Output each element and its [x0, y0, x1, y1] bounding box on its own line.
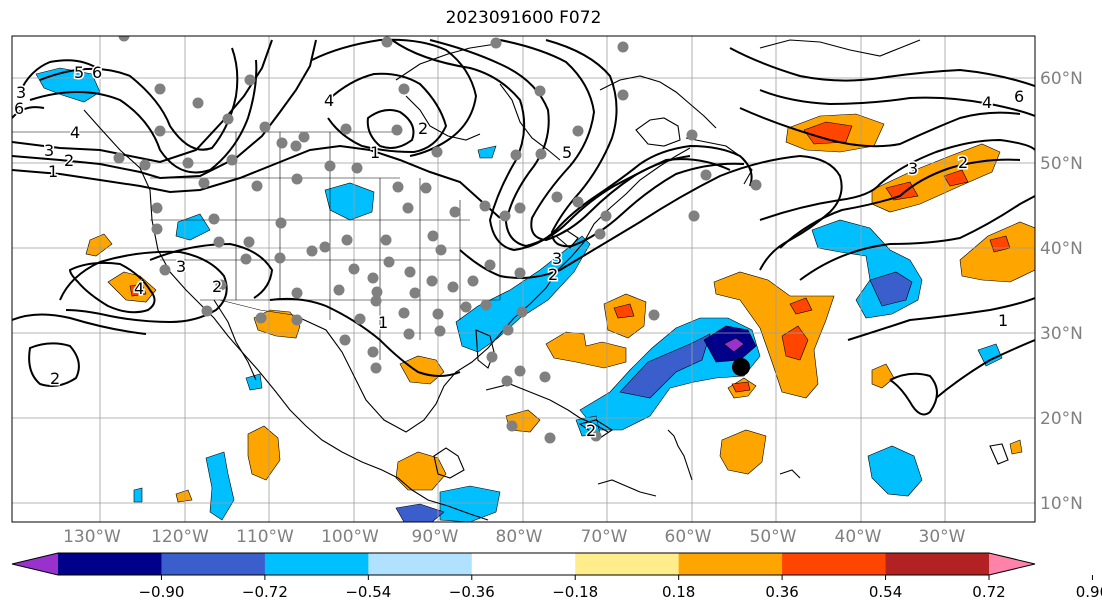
contour-label: 6: [1014, 87, 1024, 106]
colorbar-outline: [11, 552, 1036, 576]
colorbar-tick-label: 0.54: [869, 583, 902, 601]
contour-label: 3: [16, 83, 26, 102]
lon-label: 100°W: [321, 527, 379, 547]
colorbar-tick-label: −0.90: [138, 583, 184, 601]
map-title: 2023091600 F072: [445, 8, 602, 28]
contour-label: 4: [982, 93, 992, 112]
lon-label: 40°W: [835, 527, 882, 547]
colorbar-extend-low: [12, 553, 58, 575]
colorbar-tick-label: 0.90: [1076, 583, 1102, 601]
colorbar-segment: [678, 553, 783, 575]
contour-label: 5: [74, 63, 84, 82]
contour-label: 2: [64, 151, 74, 170]
contour-label: 4: [134, 279, 144, 298]
lon-label: 50°W: [750, 527, 797, 547]
contour-lines: [12, 38, 1035, 416]
contour-label: 3: [176, 257, 186, 276]
lon-label: 120°W: [151, 527, 209, 547]
contour-label: 3: [44, 141, 54, 160]
latitude-labels: 60°N 50°N 40°N 30°N 20°N 10°N: [1040, 69, 1083, 514]
contour-label: 4: [70, 123, 80, 142]
colorbar-segment: [58, 553, 162, 575]
contour-label: 6: [14, 99, 24, 118]
lon-label: 110°W: [236, 527, 294, 547]
contour-label: 3: [908, 159, 918, 178]
colorbar-segment: [161, 553, 266, 575]
contour-label: 2: [548, 265, 558, 284]
colorbar-segment: [368, 553, 473, 575]
lat-label: 30°N: [1040, 324, 1083, 344]
contour-label: 2: [958, 153, 968, 172]
colorbar-tick-label: −0.18: [552, 583, 598, 601]
lat-label: 50°N: [1040, 154, 1083, 174]
contour-label: 3: [552, 249, 562, 268]
colorbar-segment: [782, 553, 887, 575]
longitude-labels: 130°W 120°W 110°W 100°W 90°W 80°W 70°W 6…: [63, 527, 966, 547]
lon-label: 60°W: [665, 527, 712, 547]
lat-label: 20°N: [1040, 409, 1083, 429]
storm-center-marker: [732, 358, 750, 376]
contour-label: 4: [324, 91, 334, 110]
lat-label: 60°N: [1040, 69, 1083, 89]
colorbar-segment: [575, 553, 680, 575]
lon-label: 80°W: [496, 527, 543, 547]
colorbar-extend-high: [989, 553, 1035, 575]
lon-label: 130°W: [63, 527, 121, 547]
colorbar-tick-label: −0.72: [242, 583, 288, 601]
lon-label: 70°W: [581, 527, 628, 547]
contour-label: 2: [212, 277, 222, 296]
colorbar-tick-label: 0.72: [972, 583, 1005, 601]
contour-labels: 5 6 3 6 4 3 2 1 4 2 1 5 3 4 2 2 1 2 3 2 …: [13, 62, 1026, 442]
colorbar-tick-label: 0.18: [662, 583, 695, 601]
colorbar-tick-label: −0.36: [449, 583, 495, 601]
lat-label: 40°N: [1040, 239, 1083, 259]
contour-label: 2: [50, 369, 60, 388]
contour-label: 5: [562, 143, 572, 162]
colorbar: −0.90 −0.72 −0.54 −0.36 −0.18 0.18 0.36 0.54 0.7…: [11, 552, 1102, 601]
lat-label: 10°N: [1040, 494, 1083, 514]
colorbar-segment: [471, 553, 576, 575]
map-frame: [11, 35, 1036, 523]
colorbar-segment: [264, 553, 369, 575]
lon-label: 90°W: [412, 527, 459, 547]
contour-label: 6: [92, 63, 102, 82]
contour-label: 1: [48, 162, 58, 181]
contour-label: 1: [370, 143, 380, 162]
coastlines: [83, 39, 1009, 521]
colorbar-tick-label: −0.54: [345, 583, 391, 601]
contour-label: 2: [418, 119, 428, 138]
station-markers: [113, 36, 762, 444]
lon-label: 30°W: [919, 527, 966, 547]
contour-label: 2: [586, 421, 596, 440]
contour-label: 1: [998, 311, 1008, 330]
contour-label: 1: [378, 313, 388, 332]
colorbar-segment: [885, 553, 990, 575]
colorbar-tick-label: 0.36: [765, 583, 798, 601]
